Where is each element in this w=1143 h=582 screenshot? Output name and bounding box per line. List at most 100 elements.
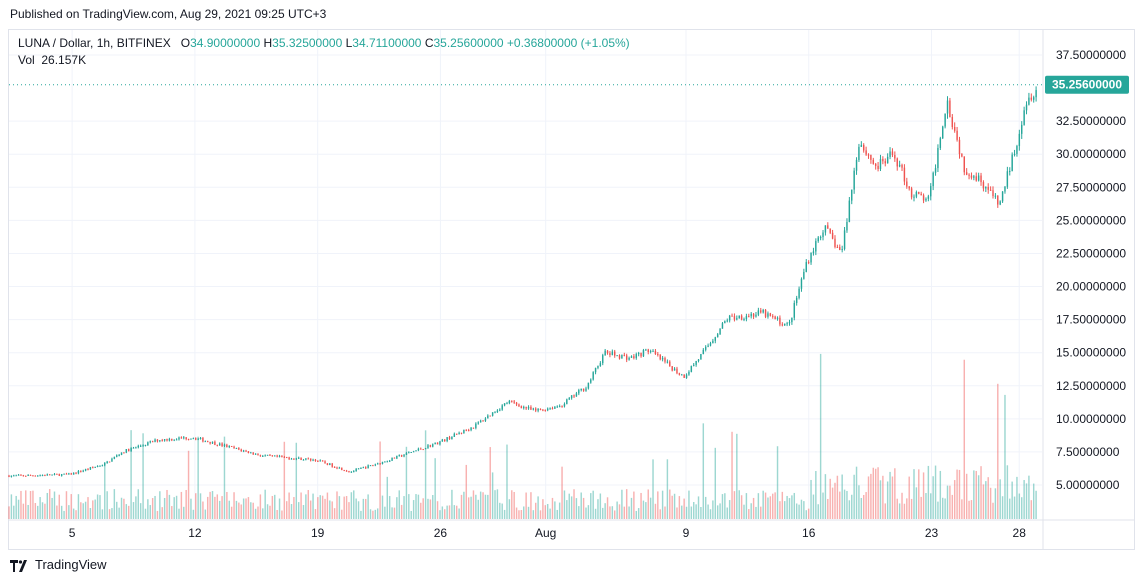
candle-body: [494, 412, 496, 414]
volume-bar: [635, 510, 637, 519]
candle-body: [645, 349, 647, 351]
candle-body: [123, 452, 125, 454]
volume-bar: [783, 501, 786, 519]
candle-body: [625, 355, 628, 360]
candle-body: [690, 365, 693, 372]
candle-body: [772, 315, 774, 317]
volume-bar: [659, 509, 661, 519]
candle-body: [913, 196, 915, 198]
volume-bar: [245, 498, 247, 519]
volume-bar: [223, 436, 226, 519]
candle-body: [817, 237, 819, 242]
candle-body: [999, 201, 1001, 205]
volume-bar: [17, 499, 20, 519]
candle-body: [975, 176, 977, 181]
volume-bar: [455, 505, 458, 519]
volume-bar: [685, 506, 688, 519]
candle-body: [283, 456, 286, 458]
volume-bar: [798, 504, 800, 519]
volume-bar: [977, 475, 980, 519]
candle-body: [41, 475, 44, 477]
candle-body: [774, 316, 776, 319]
candle-body: [56, 473, 58, 475]
volume-bar: [372, 510, 374, 519]
volume-bar: [724, 493, 726, 519]
volume-bar: [465, 464, 468, 519]
volume-bar: [470, 496, 472, 519]
volume-bar: [362, 498, 365, 519]
candle-body: [1030, 97, 1033, 100]
volume-bar: [903, 503, 906, 519]
volume-bar: [779, 501, 781, 519]
candle-body: [783, 323, 786, 326]
candle-body: [125, 449, 128, 453]
volume-bar: [886, 481, 889, 519]
candle-body: [149, 441, 151, 443]
candle-body: [307, 458, 309, 460]
candle-body: [204, 441, 207, 443]
volume-bar: [144, 508, 147, 519]
candle-body: [463, 429, 465, 433]
candle-body: [118, 454, 120, 456]
volume-bar: [101, 509, 104, 519]
volume-bar: [1013, 496, 1016, 519]
volume-bar: [956, 469, 958, 519]
candle-body: [884, 161, 886, 164]
candle-body: [922, 195, 925, 201]
candle-body: [381, 461, 384, 465]
footer-brand[interactable]: TradingView: [10, 557, 107, 572]
volume-bar: [695, 504, 697, 519]
chart-frame[interactable]: [8, 29, 1135, 550]
volume-bar: [523, 506, 525, 519]
volume-bar: [688, 490, 690, 519]
candle-body: [436, 442, 439, 445]
candle-body: [257, 453, 259, 456]
candle-body: [137, 445, 140, 448]
volume-bar: [238, 502, 240, 519]
volume-bar: [496, 489, 499, 519]
legend-low-value: 34.71100000: [352, 36, 422, 50]
volume-bar: [113, 489, 116, 519]
candle-body: [927, 196, 930, 199]
candle-body: [259, 455, 262, 457]
volume-bar: [125, 504, 128, 519]
candle-body: [515, 402, 518, 405]
candle-body: [58, 474, 60, 476]
volume-bar: [226, 491, 228, 519]
candle-body: [963, 156, 965, 173]
candle-body: [618, 355, 621, 359]
candle-body: [841, 249, 843, 251]
volume-bar: [944, 498, 946, 519]
volume-bar: [197, 436, 199, 519]
candle-body: [336, 467, 338, 469]
volume-bar: [740, 495, 743, 519]
candle-body: [827, 225, 829, 229]
volume-bar: [549, 508, 551, 519]
volume-bar: [817, 504, 819, 519]
candle-body: [563, 403, 566, 407]
volume-bar: [381, 495, 384, 519]
candle-body: [882, 158, 884, 162]
candle-body: [190, 438, 192, 440]
candle-body: [63, 473, 65, 475]
candle-body: [398, 455, 400, 457]
candle-body: [551, 408, 554, 410]
candle-body: [846, 222, 848, 231]
volume-bar: [594, 508, 597, 519]
volume-bar: [420, 502, 422, 519]
candle-body: [331, 463, 333, 467]
candle-body: [65, 473, 68, 475]
candle-body: [898, 164, 901, 167]
volume-bar: [262, 508, 264, 519]
volume-bar: [1030, 500, 1033, 519]
volume-bar: [446, 505, 448, 519]
volume-bar: [218, 500, 221, 519]
candle-body: [879, 158, 882, 170]
candle-body: [566, 399, 568, 404]
volume-bar: [654, 503, 657, 519]
volume-bar: [1028, 475, 1030, 519]
volume-bar: [190, 498, 192, 519]
volume-bar: [10, 494, 13, 519]
candle-body: [250, 452, 252, 454]
